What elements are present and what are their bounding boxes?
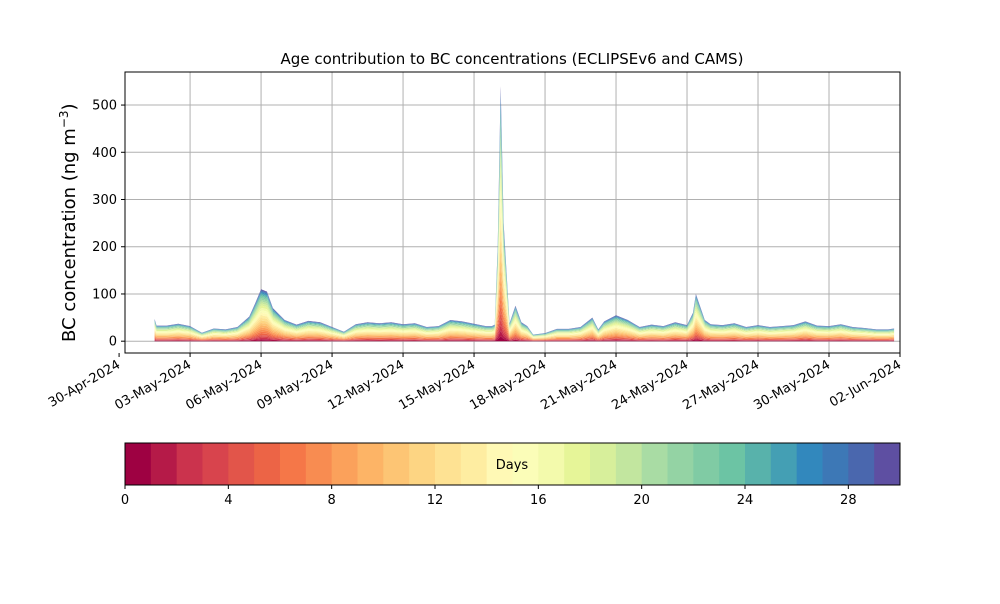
colorbar-tick-label: 12 <box>427 493 444 508</box>
colorbar-swatch-10 <box>383 443 410 485</box>
colorbar-swatch-16 <box>538 443 565 485</box>
x-tick-label: 12-May-2024 <box>325 357 407 413</box>
colorbar-swatch-4 <box>228 443 255 485</box>
plot-area: 0 100 200 300 400 500 30-Apr-202403-May-202406… <box>46 71 904 413</box>
colorbar-tick-label: 24 <box>737 493 754 508</box>
colorbar-swatch-27 <box>822 443 849 485</box>
y-tick-label: 300 <box>92 193 117 208</box>
colorbar-swatch-29 <box>874 443 901 485</box>
colorbar-tick-label: 28 <box>840 493 857 508</box>
colorbar-swatch-19 <box>615 443 643 485</box>
colorbar-swatch-18 <box>590 443 617 485</box>
colorbar-swatch-5 <box>254 443 281 485</box>
colorbar-swatch-9 <box>357 443 384 485</box>
x-tick-label: 27-May-2024 <box>680 357 762 413</box>
y-axis-label-main: BC concentration (ng m <box>59 128 80 342</box>
x-tick-label: 18-May-2024 <box>467 357 549 413</box>
colorbar-tick-label: 8 <box>328 493 336 508</box>
colorbar-swatch-21 <box>667 443 694 485</box>
y-tick-label: 200 <box>92 240 117 255</box>
colorbar-swatch-26 <box>796 443 823 485</box>
colorbar-swatch-23 <box>719 443 746 485</box>
y-tick-label: 500 <box>92 99 117 114</box>
colorbar-swatch-2 <box>176 443 203 485</box>
colorbar-swatch-15 <box>512 443 539 485</box>
colorbar-tick-label: 4 <box>224 493 232 508</box>
y-axis-label-exponent: −3 <box>57 110 71 128</box>
colorbar-swatch-22 <box>693 443 720 485</box>
colorbar-label: Days <box>496 458 529 473</box>
svg-text:BC concentration (ng m−3): BC concentration (ng m−3) <box>57 103 80 342</box>
x-tick-label: 30-May-2024 <box>751 357 833 413</box>
x-tick-label: 09-May-2024 <box>254 357 336 413</box>
colorbar-swatch-8 <box>331 443 358 485</box>
x-tick-label: 15-May-2024 <box>396 357 478 413</box>
colorbar-swatch-12 <box>435 443 462 485</box>
x-tick-label: 30-Apr-2024 <box>46 357 123 410</box>
colorbar-swatch-17 <box>564 443 591 485</box>
x-tick-label: 24-May-2024 <box>609 357 691 413</box>
colorbar-swatch-3 <box>202 443 229 485</box>
colorbar-swatch-28 <box>848 443 875 485</box>
colorbar-frame <box>124 442 901 486</box>
x-tick-label: 02-Jun-2024 <box>827 357 904 410</box>
colorbar: 0 4 8 12 16 20 24 28 <box>121 442 901 508</box>
colorbar-tick-label: 16 <box>530 493 547 508</box>
colorbar-tick-label: 20 <box>633 493 650 508</box>
y-tick-label: 100 <box>92 287 117 302</box>
x-tick-label: 21-May-2024 <box>538 357 620 413</box>
chart-title: Age contribution to BC concentrations (E… <box>281 50 744 68</box>
colorbar-swatch-13 <box>460 443 488 485</box>
colorbar-swatch-14 <box>486 443 513 485</box>
colorbar-swatch-11 <box>409 443 436 485</box>
colorbar-swatch-7 <box>305 443 333 485</box>
y-axis-label-end: ) <box>59 103 80 110</box>
colorbar-swatch-6 <box>280 443 307 485</box>
x-tick-label: 03-May-2024 <box>112 357 194 413</box>
colorbar-swatch-20 <box>641 443 668 485</box>
colorbar-swatch-1 <box>150 443 178 485</box>
y-axis-label: BC concentration (ng m−3) <box>57 103 80 342</box>
colorbar-swatch-0 <box>125 443 152 485</box>
y-tick-label: 400 <box>92 146 117 161</box>
x-tick-label: 06-May-2024 <box>183 357 265 413</box>
colorbar-tick-label: 0 <box>121 493 129 508</box>
y-tick-label: 0 <box>109 335 117 350</box>
colorbar-swatch-24 <box>745 443 772 485</box>
colorbar-swatch-25 <box>770 443 798 485</box>
plot-frame <box>124 71 901 354</box>
